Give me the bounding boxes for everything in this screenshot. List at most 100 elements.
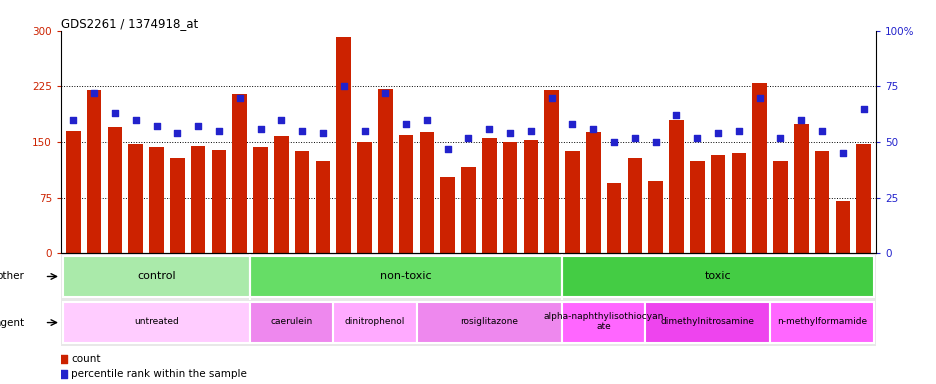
Point	[856, 106, 870, 112]
Text: caerulein: caerulein	[271, 317, 313, 326]
Bar	[481, 138, 496, 253]
Point	[87, 90, 102, 96]
Point	[232, 94, 247, 101]
Bar	[772, 161, 787, 253]
Point	[336, 83, 351, 89]
Point	[461, 134, 475, 141]
Text: n-methylformamide: n-methylformamide	[776, 317, 866, 326]
Point	[709, 130, 724, 136]
Point	[772, 134, 787, 141]
Point	[481, 126, 496, 132]
Bar	[108, 127, 122, 253]
Point	[419, 117, 434, 123]
Point	[813, 128, 828, 134]
Text: toxic: toxic	[704, 271, 731, 281]
Point	[689, 134, 704, 141]
Bar	[562, 302, 645, 343]
Bar	[66, 131, 80, 253]
Bar	[731, 153, 745, 253]
Point	[544, 94, 559, 101]
Text: rosiglitazone: rosiglitazone	[460, 317, 518, 326]
Bar	[461, 167, 475, 253]
Bar	[63, 256, 250, 297]
Bar	[562, 256, 873, 297]
Point	[648, 139, 663, 145]
Point	[668, 112, 683, 118]
Bar	[710, 155, 724, 253]
Bar	[793, 124, 808, 253]
Point	[212, 128, 227, 134]
Bar	[648, 181, 663, 253]
Point	[253, 126, 268, 132]
Bar	[212, 149, 226, 253]
Bar	[336, 36, 351, 253]
Point	[752, 94, 767, 101]
Bar	[377, 89, 392, 253]
Bar	[607, 183, 621, 253]
Text: percentile rank within the sample: percentile rank within the sample	[71, 369, 247, 379]
Bar	[645, 302, 769, 343]
Point	[564, 121, 579, 127]
Bar	[333, 302, 417, 343]
Bar	[585, 132, 600, 253]
Text: dinitrophenol: dinitrophenol	[344, 317, 404, 326]
Text: non-toxic: non-toxic	[380, 271, 431, 281]
Bar	[752, 83, 766, 253]
Point	[398, 121, 413, 127]
Bar	[503, 142, 517, 253]
Text: GDS2261 / 1374918_at: GDS2261 / 1374918_at	[61, 17, 197, 30]
Point	[108, 110, 123, 116]
Bar	[689, 161, 704, 253]
Bar	[250, 302, 333, 343]
Point	[357, 128, 372, 134]
Point	[502, 130, 517, 136]
Point	[793, 117, 808, 123]
Bar	[273, 136, 288, 253]
Bar	[668, 120, 683, 253]
Text: alpha-naphthylisothiocyan
ate: alpha-naphthylisothiocyan ate	[543, 312, 663, 331]
Bar	[544, 90, 559, 253]
Point	[377, 90, 392, 96]
Text: count: count	[71, 354, 100, 364]
Point	[627, 134, 642, 141]
Bar	[564, 151, 579, 253]
Bar	[170, 159, 184, 253]
Point	[169, 130, 184, 136]
Point	[128, 117, 143, 123]
Point	[66, 117, 80, 123]
Bar	[149, 147, 164, 253]
Text: dimethylnitrosamine: dimethylnitrosamine	[660, 317, 753, 326]
Bar	[417, 302, 562, 343]
Bar	[87, 90, 101, 253]
Text: other: other	[0, 271, 24, 281]
Bar	[63, 302, 250, 343]
Bar	[315, 161, 329, 253]
Bar	[769, 302, 873, 343]
Bar	[232, 94, 247, 253]
Bar	[399, 135, 413, 253]
Point	[440, 146, 455, 152]
Point	[606, 139, 621, 145]
Text: untreated: untreated	[134, 317, 179, 326]
Bar	[523, 140, 537, 253]
Point	[315, 130, 330, 136]
Point	[275, 135, 290, 141]
Point	[273, 117, 288, 123]
Bar	[128, 144, 143, 253]
Text: agent: agent	[0, 318, 24, 328]
Bar	[814, 151, 828, 253]
Bar	[627, 159, 641, 253]
Point	[190, 123, 205, 129]
Point	[149, 123, 164, 129]
Bar	[357, 142, 372, 253]
Point	[585, 126, 600, 132]
Point	[294, 128, 309, 134]
Bar	[295, 151, 309, 253]
Bar	[835, 202, 849, 253]
Point	[731, 128, 746, 134]
Bar	[419, 132, 433, 253]
Bar	[856, 144, 870, 253]
Point	[275, 275, 290, 281]
Bar	[191, 146, 205, 253]
Text: control: control	[137, 271, 176, 281]
